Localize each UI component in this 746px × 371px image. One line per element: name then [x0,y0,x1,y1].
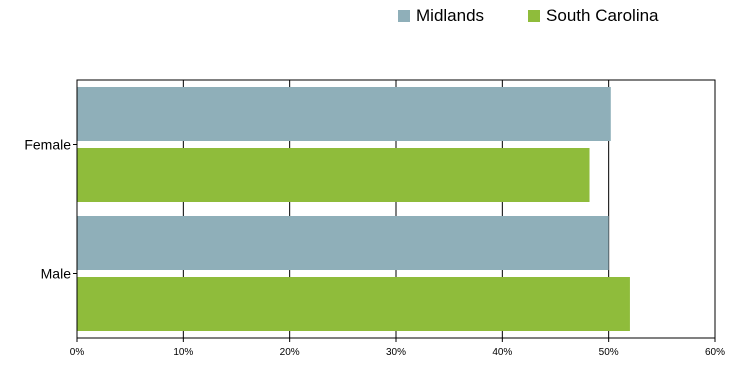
x-tick-label: 10% [173,347,193,358]
chart-legend: Midlands South Carolina [398,6,659,26]
category-label-female: Female [24,137,71,153]
x-tick-label: 40% [492,347,512,358]
x-tick-label: 50% [599,347,619,358]
x-tick-label: 20% [280,347,300,358]
legend-swatch-midlands [398,10,410,22]
x-tick-label: 0% [70,347,85,358]
x-tick-label: 60% [705,347,725,358]
legend-swatch-south-carolina [528,10,541,22]
bar-male-south-carolina [77,277,630,331]
legend-item-south-carolina: South Carolina [528,6,659,26]
legend-label-south-carolina: South Carolina [546,6,659,25]
legend-item-midlands: Midlands [398,6,484,26]
legend-label-midlands: Midlands [416,6,485,25]
x-tick-label: 30% [386,347,406,358]
category-label-male: Male [41,266,72,282]
bar-female-south-carolina [77,148,590,202]
bar-male-midlands [77,216,609,270]
bar-female-midlands [77,87,611,141]
